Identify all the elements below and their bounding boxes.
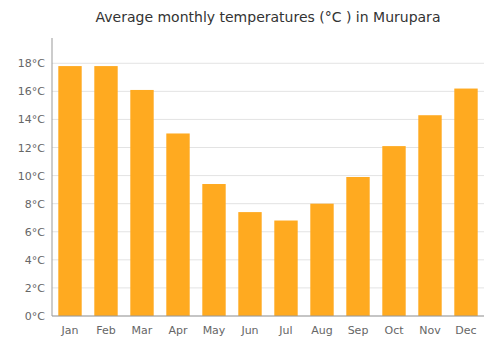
- y-tick-label: 16°C: [18, 85, 45, 98]
- y-axis-line: [52, 38, 53, 316]
- bar: [310, 204, 333, 316]
- x-tick-label: Jan: [61, 324, 79, 337]
- grid: [52, 63, 484, 316]
- x-tick-label: Sep: [348, 324, 369, 337]
- y-tick-label: 12°C: [18, 142, 45, 155]
- y-tick-label: 8°C: [25, 198, 45, 211]
- bar: [418, 115, 441, 316]
- bars: [58, 66, 477, 316]
- bar: [166, 133, 189, 316]
- y-tick-label: 2°C: [25, 282, 45, 295]
- y-tick-label: 6°C: [25, 226, 45, 239]
- x-tick-label: Dec: [455, 324, 476, 337]
- y-tick-label: 18°C: [18, 57, 45, 70]
- y-tick-label: 10°C: [18, 170, 45, 183]
- x-tick-label: May: [203, 324, 226, 337]
- title: Average monthly temperatures (°C ) in Mu…: [96, 9, 441, 25]
- bar: [130, 90, 153, 316]
- x-tick-label: Jul: [278, 324, 292, 337]
- chart: Average monthly temperatures (°C ) in Mu…: [0, 0, 500, 350]
- bar: [58, 66, 81, 316]
- bar: [238, 212, 261, 316]
- x-tick-label: Nov: [419, 324, 441, 337]
- bar: [454, 89, 477, 316]
- y-tick-label: 0°C: [25, 310, 45, 323]
- x-axis-line: [52, 316, 484, 317]
- bar: [94, 66, 117, 316]
- y-tick-label: 14°C: [18, 113, 45, 126]
- x-tick-label: Apr: [168, 324, 188, 337]
- y-tick-label: 4°C: [25, 254, 45, 267]
- x-tick-label: Feb: [96, 324, 115, 337]
- x-tick-label: Mar: [132, 324, 153, 337]
- grid-line: [52, 63, 484, 64]
- bar: [274, 221, 297, 316]
- x-tick-label: Aug: [311, 324, 332, 337]
- bar: [382, 146, 405, 316]
- bar: [346, 177, 369, 316]
- grid-line: [52, 316, 484, 317]
- x-tick-label: Oct: [384, 324, 404, 337]
- x-tick-label: Jun: [240, 324, 258, 337]
- chart-container: Average monthly temperatures (°C ) in Mu…: [0, 0, 500, 350]
- bar: [202, 184, 225, 316]
